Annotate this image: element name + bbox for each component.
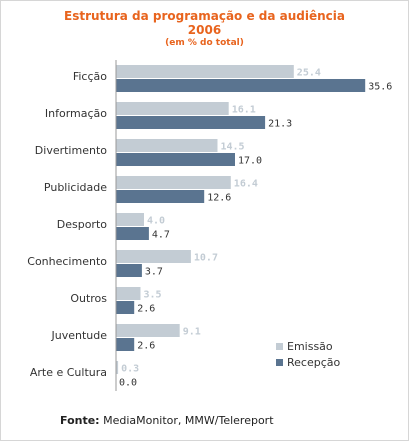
legend-label: Emissão — [287, 340, 333, 353]
data-label: 10.7 — [194, 253, 218, 264]
bar-recepcao — [116, 79, 366, 92]
legend-label: Recepção — [287, 356, 341, 369]
category-label: Conhecimento — [27, 255, 107, 268]
bar-recepcao — [116, 264, 142, 277]
chart-title: Estrutura da programação e da audiência — [64, 9, 345, 23]
category-label: Arte e Cultura — [30, 366, 107, 379]
category-label: Publicidade — [44, 181, 107, 194]
source-text: MediaMonitor, MMW/Telereport — [99, 414, 274, 427]
bar-recepcao — [116, 153, 235, 166]
bar-recepcao — [116, 227, 149, 240]
chart-year: 2006 — [187, 23, 222, 37]
data-label: 3.5 — [144, 290, 162, 301]
data-label: 9.1 — [183, 327, 201, 338]
bar-emissao — [116, 361, 119, 374]
data-label: 4.0 — [147, 216, 165, 227]
data-label: 16.1 — [232, 105, 256, 116]
data-label: 0.3 — [121, 364, 139, 375]
bar-recepcao — [116, 116, 266, 129]
category-label: Divertimento — [35, 144, 107, 157]
source-label: Fonte: — [60, 414, 100, 427]
bar-emissao — [116, 287, 141, 300]
bar-emissao — [116, 102, 229, 115]
data-label: 0.0 — [119, 378, 137, 389]
category-label: Ficção — [73, 70, 107, 83]
data-label: 25.4 — [297, 68, 321, 79]
data-label: 14.5 — [221, 142, 245, 153]
source-footer: Fonte: MediaMonitor, MMW/Telereport — [60, 414, 274, 427]
category-label: Desporto — [57, 218, 108, 231]
data-label: 35.6 — [368, 82, 392, 93]
category-label: Juventude — [51, 329, 108, 342]
chart-subtitle: (em % do total) — [165, 38, 244, 48]
bar-emissao — [116, 176, 231, 189]
data-label: 21.3 — [268, 119, 292, 130]
bar-recepcao — [116, 190, 205, 203]
bar-emissao — [116, 250, 191, 263]
data-label: 17.0 — [238, 156, 262, 167]
data-label: 16.4 — [234, 179, 258, 190]
bar-emissao — [116, 65, 294, 78]
bar-emissao — [116, 139, 218, 152]
bar-recepcao — [116, 338, 135, 351]
data-label: 3.7 — [145, 267, 163, 278]
data-label: 2.6 — [137, 341, 155, 352]
legend-swatch — [276, 343, 283, 350]
data-label: 4.7 — [152, 230, 170, 241]
bar-recepcao — [116, 301, 135, 314]
category-label: Outros — [70, 292, 107, 305]
data-label: 12.6 — [207, 193, 231, 204]
bar-emissao — [116, 324, 180, 337]
category-label: Informação — [45, 107, 107, 120]
bar-emissao — [116, 213, 144, 226]
legend-swatch — [276, 359, 283, 366]
data-label: 2.6 — [137, 304, 155, 315]
